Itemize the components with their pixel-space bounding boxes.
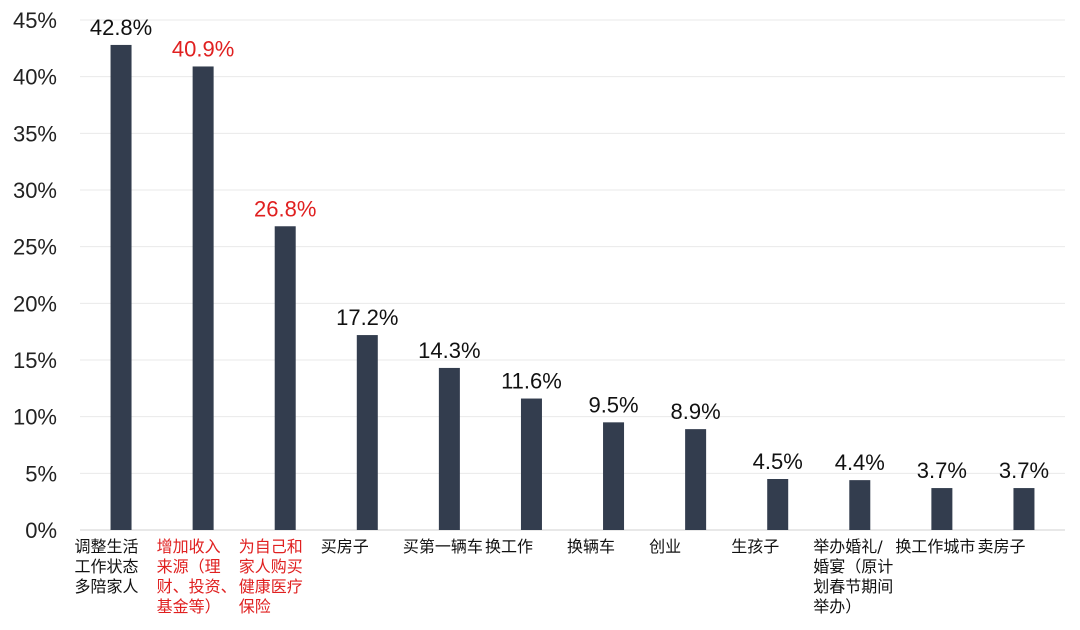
category-labels: 调整生活工作状态多陪家人增加收入来源（理财、投资、基金等）为自己和家人购买健康医…: [75, 537, 1026, 616]
x-category-label-line: 换工作城市: [895, 537, 975, 556]
bar-value-label: 3.7%: [999, 458, 1049, 483]
x-category-label-line: 买第一辆车: [403, 537, 483, 556]
y-tick-label: 35%: [13, 121, 57, 146]
x-category-label-line: 举办婚礼/: [813, 537, 883, 556]
x-category-label: 调整生活工作状态多陪家人: [75, 537, 139, 596]
bar-value-label: 11.6%: [501, 369, 562, 394]
x-category-label: 举办婚礼/婚宴（原计划春节期间举办）: [813, 537, 893, 616]
x-category-label: 创业: [649, 537, 681, 556]
bar-value-label: 4.5%: [753, 449, 803, 474]
y-tick-label: 15%: [13, 348, 57, 373]
x-category-label-line: 增加收入: [157, 537, 221, 556]
y-axis-ticks: 0% 5% 10% 15% 20% 25% 30% 35% 40% 45%: [13, 8, 57, 543]
x-category-label-line: 财、投资、: [157, 577, 237, 596]
x-category-label: 卖房子: [977, 537, 1025, 556]
x-category-label: 买房子: [321, 537, 369, 556]
x-category-label-line: 举办）: [813, 597, 861, 616]
gridlines: [80, 19, 1065, 531]
x-category-label: 换工作: [485, 537, 533, 556]
x-category-label: 换工作城市: [895, 537, 975, 556]
x-category-label-line: 来源（理: [157, 557, 221, 576]
x-category-label-line: 保险: [239, 597, 271, 616]
x-category-label: 买第一辆车: [403, 537, 483, 556]
bar: [356, 335, 378, 530]
bar-value-label: 42.8%: [90, 15, 152, 40]
x-category-label-line: 创业: [649, 537, 681, 556]
value-labels: 42.8% 40.9% 26.8% 17.2% 14.3% 11.6% 9.5% 8.9% 4.…: [90, 15, 1049, 483]
y-tick-label: 20%: [13, 291, 57, 316]
x-category-label: 生孩子: [731, 537, 779, 556]
bar-value-label: 17.2%: [336, 305, 398, 330]
bar-value-label: 40.9%: [172, 36, 234, 61]
bar: [685, 429, 707, 530]
x-category-label-line: 基金等）: [157, 597, 221, 616]
x-category-label-line: 家人购买: [239, 557, 303, 576]
bar: [520, 398, 542, 530]
bar: [274, 226, 296, 530]
x-category-label-line: 调整生活: [75, 537, 139, 556]
y-tick-label: 10%: [13, 405, 57, 430]
bar: [931, 488, 953, 530]
bar: [192, 66, 214, 530]
bars: [110, 44, 1035, 530]
x-category-label-line: 换工作: [485, 537, 533, 556]
bar-value-label: 26.8%: [254, 196, 316, 221]
bar-value-label: 3.7%: [917, 458, 967, 483]
x-category-label-line: 生孩子: [731, 537, 779, 556]
bar-value-label: 4.4%: [835, 450, 885, 475]
x-category-label-line: 工作状态: [75, 557, 139, 576]
x-category-label-line: 划春节期间: [813, 577, 893, 596]
x-category-label: 增加收入来源（理财、投资、基金等）: [157, 537, 237, 616]
bar: [849, 480, 871, 530]
y-tick-label: 45%: [13, 8, 57, 33]
bar: [1013, 488, 1035, 530]
y-tick-label: 5%: [25, 461, 57, 486]
bar: [603, 422, 625, 530]
bar-value-label: 14.3%: [418, 338, 480, 363]
x-category-label: 换辆车: [567, 537, 615, 556]
x-category-label-line: 健康医疗: [239, 577, 303, 596]
bar-value-label: 9.5%: [588, 392, 638, 417]
y-tick-label: 25%: [13, 235, 57, 260]
y-tick-label: 40%: [13, 65, 57, 90]
bar: [767, 479, 789, 530]
x-category-label-line: 多陪家人: [75, 577, 139, 596]
x-category-label-line: 换辆车: [567, 537, 615, 556]
y-tick-label: 30%: [13, 178, 57, 203]
x-category-label-line: 卖房子: [977, 537, 1025, 556]
x-category-label-line: 婚宴（原计: [813, 557, 893, 576]
x-category-label: 为自己和家人购买健康医疗保险: [239, 537, 303, 616]
bar: [110, 44, 132, 530]
x-category-label-line: 为自己和: [239, 537, 303, 556]
y-tick-label: 0%: [25, 518, 57, 543]
x-category-label-line: 买房子: [321, 537, 369, 556]
bar-value-label: 8.9%: [671, 399, 721, 424]
bar: [438, 367, 460, 530]
